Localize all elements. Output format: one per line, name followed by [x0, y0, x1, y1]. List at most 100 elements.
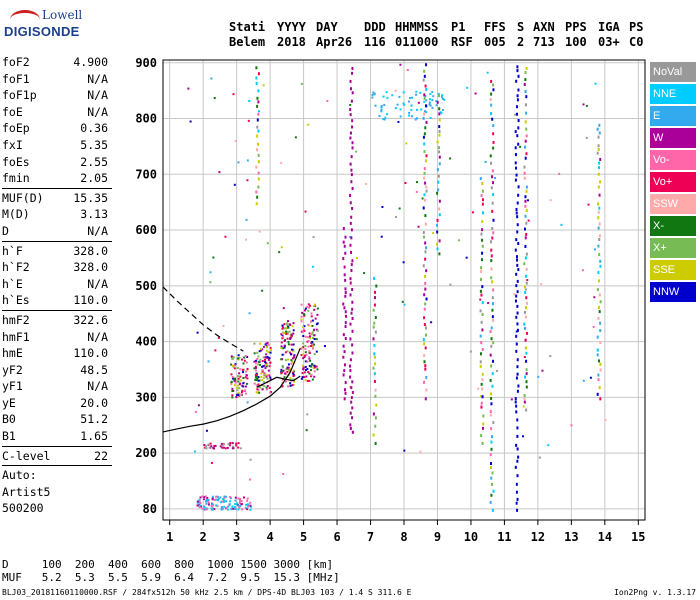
echo-point — [469, 350, 472, 353]
echo-point — [238, 383, 241, 386]
param-name: foF2 — [2, 55, 30, 69]
echo-streak — [424, 302, 427, 306]
echo-point — [313, 334, 316, 337]
echo-streak — [491, 209, 494, 213]
echo-point — [205, 498, 208, 501]
echo-point — [313, 353, 316, 356]
echo-point — [487, 302, 490, 305]
echo-point — [281, 324, 284, 327]
param-name: B0 — [2, 412, 16, 427]
echo-streak — [515, 173, 518, 177]
echo-streak — [597, 147, 600, 151]
echo-point — [435, 104, 438, 107]
echo-streak — [492, 319, 495, 323]
echo-streak — [490, 392, 493, 396]
echo-point — [280, 345, 283, 348]
echo-streak — [599, 300, 602, 304]
echo-point — [313, 308, 316, 311]
echo-point — [306, 305, 309, 308]
echo-point — [280, 161, 283, 164]
echo-point — [308, 364, 311, 367]
echo-point — [283, 327, 286, 330]
echo-point — [349, 235, 352, 238]
echo-point — [280, 246, 283, 249]
echo-point — [519, 145, 522, 148]
echo-point — [229, 497, 232, 500]
echo-point — [494, 176, 497, 179]
echo-point — [246, 497, 249, 500]
echo-streak — [422, 264, 425, 268]
echo-point — [265, 353, 268, 356]
echo-point — [398, 95, 401, 98]
echo-point — [267, 351, 270, 354]
echo-point — [313, 328, 316, 331]
echo-streak — [351, 288, 354, 292]
echo-streak — [424, 346, 427, 350]
echo-streak — [489, 378, 492, 382]
echo-streak — [349, 293, 352, 297]
echo-point — [263, 385, 266, 388]
echo-streak — [256, 118, 259, 122]
echo-point — [308, 306, 311, 309]
param-name: yF2 — [2, 362, 23, 377]
echo-point — [207, 443, 210, 446]
param-name: foF1 — [2, 71, 30, 86]
echo-point — [196, 500, 199, 503]
echo-point — [204, 447, 207, 450]
echo-point — [428, 98, 431, 101]
echo-point — [399, 63, 402, 66]
echo-streak — [515, 404, 518, 408]
echo-point — [398, 207, 401, 210]
echo-point — [220, 507, 223, 510]
echo-point — [300, 377, 303, 380]
echo-point — [206, 496, 209, 499]
echo-point — [240, 358, 243, 361]
echo-point — [288, 370, 291, 373]
echo-point — [245, 392, 248, 395]
echo-point — [246, 499, 249, 502]
param-name: M(D) — [2, 207, 30, 222]
echo-point — [266, 355, 269, 358]
echo-point — [307, 339, 310, 342]
echo-point — [232, 507, 235, 510]
echo-point — [236, 384, 239, 387]
header-col-title: DAY — [316, 20, 338, 34]
echo-streak — [481, 182, 484, 186]
echo-point — [527, 219, 530, 222]
echo-point — [234, 499, 237, 502]
echo-point — [257, 379, 260, 382]
echo-point — [281, 337, 284, 340]
echo-streak — [524, 326, 527, 330]
echo-streak — [351, 125, 354, 129]
echo-point — [403, 449, 406, 452]
echo-streak — [514, 248, 517, 252]
echo-streak — [514, 130, 517, 134]
echo-point — [269, 391, 272, 394]
echo-streak — [479, 360, 482, 364]
legend-item: X+ — [650, 238, 696, 258]
echo-point — [266, 342, 269, 345]
echo-point — [305, 353, 308, 356]
echo-streak — [425, 185, 428, 189]
echo-streak — [375, 403, 378, 407]
echo-streak — [516, 201, 519, 205]
echo-streak — [523, 400, 526, 404]
echo-point — [204, 444, 207, 447]
echo-point — [260, 349, 263, 352]
echo-streak — [437, 180, 440, 184]
param-row: foF1p N/A — [2, 87, 112, 104]
echo-streak — [598, 131, 601, 135]
echo-streak — [351, 91, 354, 95]
echo-point — [292, 372, 295, 375]
echo-streak — [422, 135, 425, 139]
echo-point — [479, 298, 482, 301]
muf-table: D 100 200 400 600 800 1000 1500 3000 [km… — [2, 558, 340, 584]
echo-streak — [350, 386, 353, 390]
echo-point — [417, 101, 420, 104]
echo-streak — [516, 98, 519, 102]
x-tick-label: 13 — [564, 530, 578, 544]
echo-point — [308, 337, 311, 340]
echo-streak — [373, 344, 376, 348]
echo-point — [282, 369, 285, 372]
y-tick-label: 200 — [135, 446, 157, 460]
